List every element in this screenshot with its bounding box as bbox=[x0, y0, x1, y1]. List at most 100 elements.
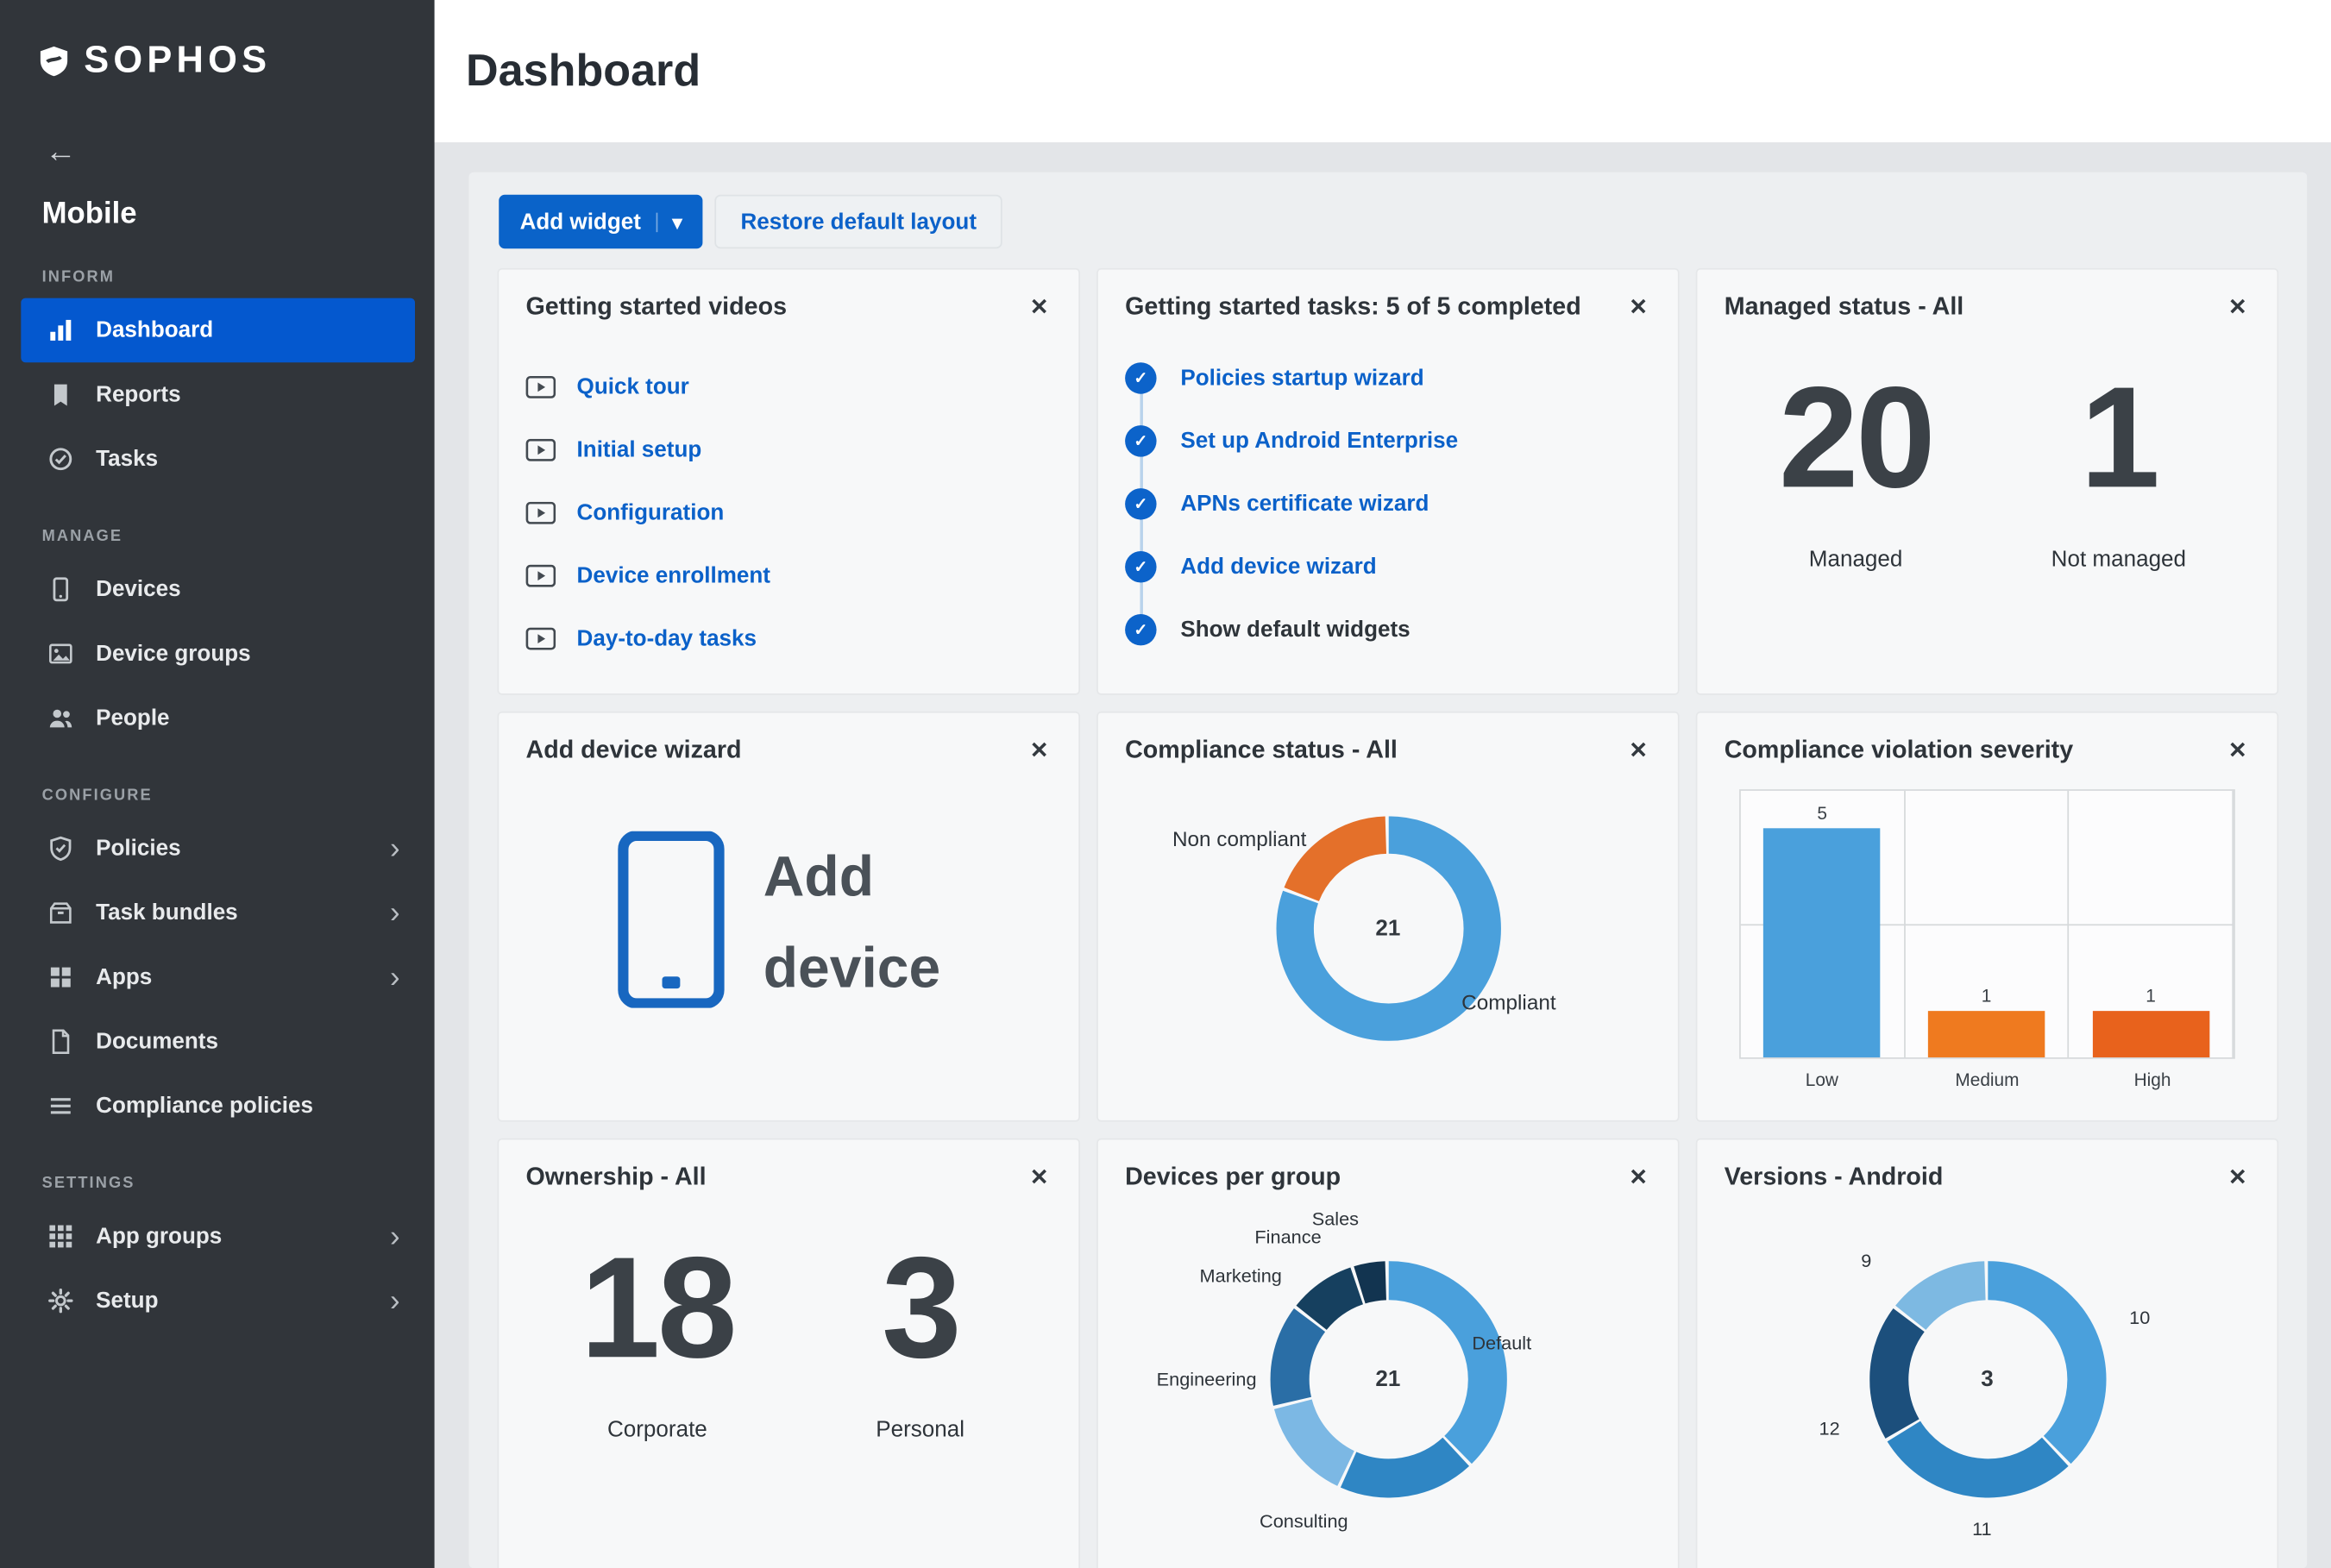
sidebar-item-devices[interactable]: Devices bbox=[21, 557, 415, 622]
label-marketing: Marketing bbox=[1199, 1265, 1282, 1287]
check-icon: ✓ bbox=[1125, 613, 1157, 645]
section-label-configure: CONFIGURE bbox=[41, 786, 153, 805]
bar-column: 1 bbox=[1905, 790, 2070, 1057]
sidebar-item-reports[interactable]: Reports bbox=[21, 362, 415, 427]
back-icon: ← bbox=[45, 135, 77, 170]
sidebar-item-setup[interactable]: Setup › bbox=[21, 1269, 415, 1333]
video-link-configuration[interactable]: Configuration bbox=[525, 480, 1052, 543]
sidebar-item-apps[interactable]: Apps › bbox=[21, 945, 415, 1010]
add-widget-label: Add widget bbox=[519, 209, 641, 235]
stat-not-managed: 1 Not managed bbox=[1987, 358, 2250, 573]
main-area: Dashboard Add widget ▾ Restore default l… bbox=[434, 0, 2331, 1568]
task-checklist: ✓ Policies startup wizard ✓ Set up Andro… bbox=[1125, 346, 1651, 661]
widget-title: Getting started tasks: 5 of 5 completed bbox=[1125, 293, 1581, 321]
task-add-device-wizard[interactable]: ✓ Add device wizard bbox=[1125, 535, 1651, 598]
sidebar-item-task-bundles[interactable]: Task bundles › bbox=[21, 881, 415, 945]
video-link-label: Configuration bbox=[576, 499, 725, 525]
close-icon[interactable]: ✕ bbox=[1629, 295, 1649, 321]
close-icon[interactable]: ✕ bbox=[1629, 1164, 1649, 1191]
sidebar-item-label: Setup bbox=[96, 1288, 159, 1314]
stat-label: Corporate bbox=[606, 1416, 707, 1443]
stat-value: 3 bbox=[882, 1227, 962, 1389]
task-set-up-android-enterprise[interactable]: ✓ Set up Android Enterprise bbox=[1125, 409, 1651, 472]
sidebar-item-policies[interactable]: Policies › bbox=[21, 816, 415, 881]
dashboard-toolbar: Add widget ▾ Restore default layout bbox=[499, 194, 2277, 249]
sidebar-item-label: Device groups bbox=[96, 641, 251, 667]
sidebar-item-label: Reports bbox=[96, 381, 181, 408]
close-icon[interactable]: ✕ bbox=[2227, 738, 2247, 764]
restore-default-layout-button[interactable]: Restore default layout bbox=[714, 194, 1002, 249]
task-show-default-widgets: ✓ Show default widgets bbox=[1125, 598, 1651, 661]
video-link-quick-tour[interactable]: Quick tour bbox=[525, 355, 1052, 418]
sidebar-item-device-groups[interactable]: Device groups bbox=[21, 622, 415, 687]
bar-category-label: High bbox=[2133, 1069, 2171, 1091]
video-icon bbox=[525, 500, 556, 524]
video-icon bbox=[525, 626, 556, 649]
label-engineering: Engineering bbox=[1156, 1368, 1257, 1390]
task-apns-certificate-wizard[interactable]: ✓ APNs certificate wizard bbox=[1125, 472, 1651, 535]
label-version-10: 10 bbox=[2129, 1308, 2151, 1329]
task-label: Show default widgets bbox=[1180, 616, 1411, 643]
sidebar-item-label: Devices bbox=[96, 576, 181, 603]
task-policies-startup-wizard[interactable]: ✓ Policies startup wizard bbox=[1125, 346, 1651, 409]
close-icon[interactable]: ✕ bbox=[2227, 295, 2247, 321]
section-label-inform: INFORM bbox=[41, 267, 116, 286]
label-version-9: 9 bbox=[1861, 1251, 1872, 1272]
sidebar-item-label: Compliance policies bbox=[96, 1093, 314, 1120]
check-icon: ✓ bbox=[1125, 424, 1157, 456]
close-icon[interactable]: ✕ bbox=[2227, 1164, 2247, 1191]
chevron-right-icon: › bbox=[390, 960, 400, 994]
sidebar-item-tasks[interactable]: Tasks bbox=[21, 427, 415, 492]
chevron-right-icon: › bbox=[390, 1284, 400, 1318]
label-version-12: 12 bbox=[1819, 1418, 1840, 1440]
sidebar: SOPHOS ← Mobile INFORM Dashboard Reports… bbox=[0, 0, 435, 1568]
versions-donut-chart: 3 9 10 12 11 bbox=[1725, 1201, 2251, 1558]
severity-bar-chart: 5 1 1 Low Medium High bbox=[1739, 789, 2235, 1090]
video-link-day-to-day-tasks[interactable]: Day-to-day tasks bbox=[525, 606, 1052, 669]
sidebar-item-label: Dashboard bbox=[96, 317, 214, 343]
stat-value: 1 bbox=[2080, 358, 2160, 518]
widget-title: Compliance violation severity bbox=[1724, 737, 2074, 764]
close-icon[interactable]: ✕ bbox=[1629, 738, 1649, 764]
widget-getting-started-tasks: Getting started tasks: 5 of 5 completed … bbox=[1097, 269, 1678, 693]
video-link-device-enrollment[interactable]: Device enrollment bbox=[525, 543, 1052, 606]
sidebar-item-documents[interactable]: Documents bbox=[21, 1009, 415, 1074]
gear-icon bbox=[48, 1288, 74, 1314]
sidebar-item-label: Apps bbox=[96, 964, 153, 990]
back-button[interactable]: ← bbox=[45, 136, 84, 167]
box-icon bbox=[48, 900, 74, 926]
sidebar-item-dashboard[interactable]: Dashboard bbox=[21, 298, 416, 363]
chevron-right-icon: › bbox=[390, 896, 400, 930]
sidebar-item-app-groups[interactable]: App groups › bbox=[21, 1204, 415, 1269]
video-link-label: Day-to-day tasks bbox=[576, 624, 757, 651]
widget-title: Getting started videos bbox=[525, 293, 788, 321]
video-link-initial-setup[interactable]: Initial setup bbox=[525, 417, 1052, 480]
widget-compliance-violation-severity: Compliance violation severity ✕ 5 1 1 bbox=[1697, 712, 2278, 1120]
grid-icon bbox=[48, 964, 74, 990]
sidebar-item-people[interactable]: People bbox=[21, 686, 415, 750]
check-icon: ✓ bbox=[1125, 361, 1157, 393]
sidebar-item-label: Documents bbox=[96, 1028, 218, 1055]
widget-title: Ownership - All bbox=[525, 1163, 707, 1191]
sidebar-item-label: Task bundles bbox=[96, 900, 238, 926]
chevron-right-icon: › bbox=[390, 831, 400, 865]
content-area: Add widget ▾ Restore default layout Gett… bbox=[434, 141, 2331, 1568]
video-link-label: Device enrollment bbox=[576, 562, 770, 588]
compliance-donut-chart: 21 Non compliant Compliant bbox=[1125, 775, 1651, 1082]
video-link-list: Quick tour Initial setup Configuration bbox=[525, 355, 1052, 670]
people-icon bbox=[48, 706, 74, 731]
smartphone-large-icon bbox=[617, 830, 725, 1016]
close-icon[interactable]: ✕ bbox=[1029, 295, 1049, 321]
bar-column: 5 bbox=[1741, 790, 1906, 1057]
sidebar-item-compliance-policies[interactable]: Compliance policies bbox=[21, 1074, 415, 1138]
close-icon[interactable]: ✕ bbox=[1029, 1164, 1049, 1191]
managed-stats: 20 Managed 1 Not managed bbox=[1725, 358, 2251, 573]
page-header: Dashboard bbox=[434, 0, 2331, 142]
close-icon[interactable]: ✕ bbox=[1029, 738, 1049, 764]
add-device-button[interactable]: Add device bbox=[526, 830, 1052, 1016]
reports-icon bbox=[48, 382, 74, 408]
add-widget-button[interactable]: Add widget ▾ bbox=[499, 194, 704, 249]
bar-column: 1 bbox=[2070, 790, 2234, 1057]
stat-corporate: 18 Corporate bbox=[526, 1236, 789, 1443]
bar-value-label: 1 bbox=[2146, 986, 2156, 1007]
